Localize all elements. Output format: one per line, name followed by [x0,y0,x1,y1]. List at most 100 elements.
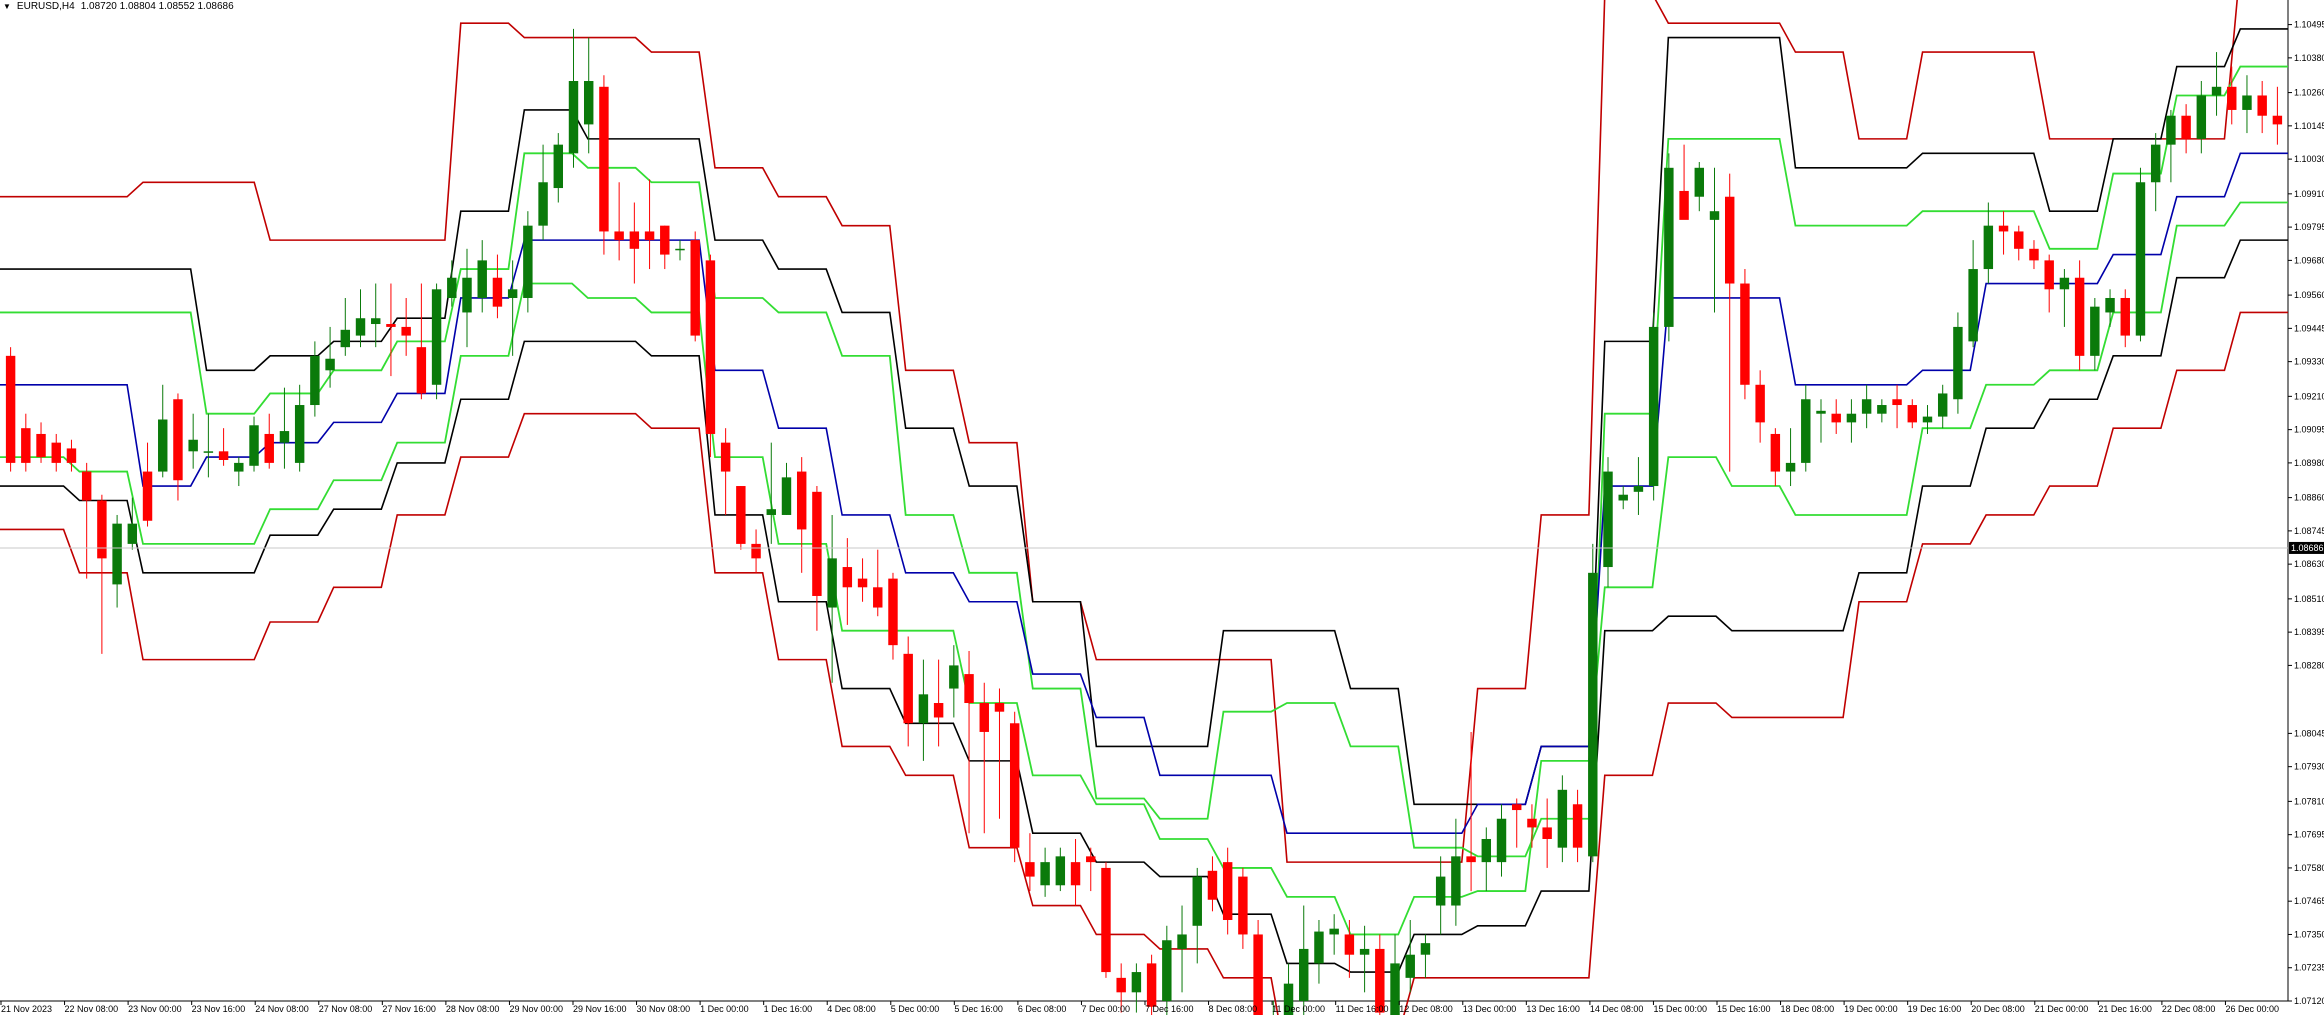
candle-body [416,347,427,394]
candle-body [5,355,16,463]
x-tick-label: 1 Dec 00:00 [700,1004,749,1014]
candle-body [1542,827,1552,839]
y-tick-label: 1.08745 [2294,526,2324,536]
x-tick-label: 27 Nov 16:00 [382,1004,436,1014]
candle-body [2181,115,2191,139]
candle-body [538,182,548,226]
candle-body [918,694,929,724]
candle-body [1937,393,1948,417]
candle-body [112,523,122,585]
candle-body [173,399,183,481]
x-tick-label: 1 Dec 16:00 [764,1004,813,1014]
chart-header: ▼ EURUSD,H4 1.08720 1.08804 1.08552 1.08… [3,1,234,12]
y-tick-label: 1.08395 [2294,627,2324,637]
candle-body [2257,95,2267,116]
y-tick-label: 1.09095 [2294,425,2324,435]
candle-body [1527,818,1537,828]
candle-body [1512,804,1522,811]
candle-body [1435,876,1446,906]
candle-body [1481,838,1492,863]
y-tick-label: 1.10495 [2294,20,2324,30]
candle-body [1907,405,1917,423]
candle-body [614,231,624,241]
candle-body [933,703,944,718]
candle-body [1755,384,1765,423]
y-tick-label: 1.09330 [2294,357,2324,367]
x-tick-label: 13 Dec 00:00 [1463,1004,1517,1014]
x-tick-label: 28 Nov 08:00 [446,1004,500,1014]
outer-upper-band [0,0,2238,863]
candle-body [2090,306,2100,356]
candle-body [386,324,396,327]
candle-body [1070,862,1081,886]
candle-body [97,500,107,559]
candle-body [1740,283,1750,385]
candle-body [1892,399,1902,406]
candle-body [1238,876,1248,935]
x-tick-label: 12 Dec 08:00 [1399,1004,1453,1014]
candle-body [2242,95,2252,110]
x-tick-label: 21 Nov 2023 [1,1004,52,1014]
candle-body [1588,572,1598,857]
candle-body [2211,86,2222,96]
candle-body [2120,297,2130,336]
candle-body [1390,963,1400,1020]
candle-body [1314,931,1324,964]
candle-body [142,471,153,521]
candle-body [2074,277,2085,356]
y-tick-label: 1.09445 [2294,323,2324,333]
candle-body [1770,433,1781,472]
candle-body [81,471,92,501]
y-tick-label: 1.08045 [2294,728,2324,738]
candle-body [401,326,411,336]
candle-body [1618,494,1628,501]
candle-body [234,462,244,472]
candle-body [2059,277,2070,290]
candle-body [1405,954,1415,978]
candle-body [1329,928,1339,935]
candle-body [36,433,46,458]
x-tick-label: 6 Dec 08:00 [1018,1004,1067,1014]
x-tick-label: 13 Dec 16:00 [1526,1004,1580,1014]
candle-body [1694,167,1705,197]
triangle-down-icon[interactable]: ▼ [3,2,11,11]
candle-body [1922,416,1933,423]
candle-body [188,439,198,452]
x-tick-label: 21 Dec 16:00 [2098,1004,2152,1014]
y-tick-label: 1.08630 [2294,559,2324,569]
candle-body [2150,144,2161,183]
candle-body [1131,972,1142,993]
candle-body [644,231,655,241]
y-tick-label: 1.08280 [2294,660,2324,670]
candle-body [355,318,366,336]
candle-body [127,523,138,544]
candle-body [1040,862,1050,886]
candle-body [1496,818,1507,863]
candle-body [523,225,533,298]
candle-body [2105,297,2115,313]
candle-body [1299,948,1309,1001]
x-tick-label: 23 Nov 00:00 [128,1004,182,1014]
y-tick-label: 1.07235 [2294,963,2324,973]
x-tick-label: 24 Nov 08:00 [255,1004,309,1014]
candle-body [1375,948,1385,1013]
candle-body [1953,326,1963,400]
candle-body [964,674,974,704]
x-tick-label: 22 Dec 08:00 [2162,1004,2216,1014]
candle-body [1664,167,1674,327]
candle-body [1146,963,1157,1007]
candle-body [2272,115,2283,125]
candle-body [1983,225,1994,270]
candle-body [1420,943,1431,955]
candle-body [2014,231,2024,249]
candle-body [1633,486,1644,492]
candle-body [675,248,685,251]
candle-body [660,225,670,255]
candle-body [264,433,274,463]
candle-body [1968,269,1978,342]
candle-body [1466,856,1476,863]
candle-body [1709,211,1720,220]
candle-body [447,277,457,298]
